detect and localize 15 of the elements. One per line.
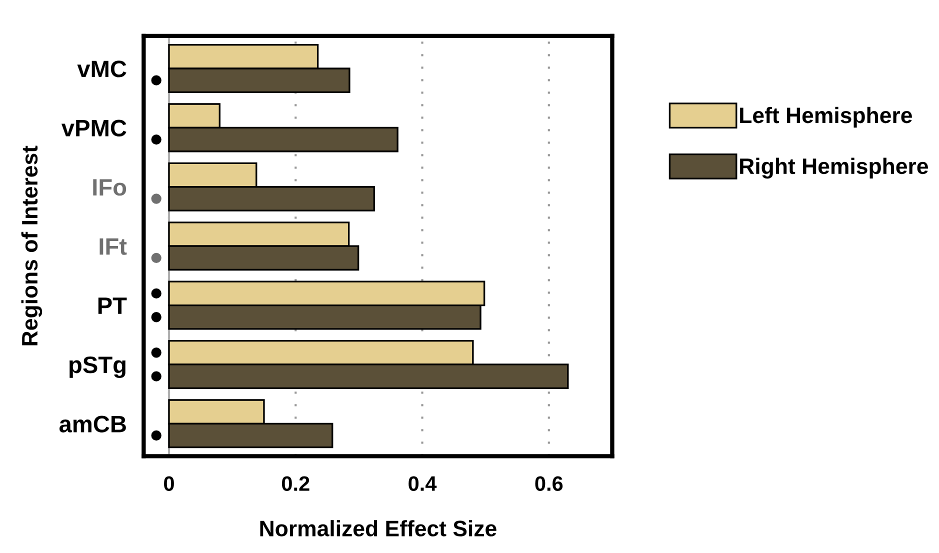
y-tick-label: vPMC bbox=[61, 120, 126, 136]
y-tick-label: IFt bbox=[100, 238, 127, 255]
legend-label: Right Hemisphere bbox=[740, 158, 928, 179]
x-axis-title: Normalized Effect Size bbox=[260, 520, 496, 536]
y-axis-title: Regions of Interest bbox=[21, 146, 42, 346]
x-tick-label: 0.2 bbox=[282, 476, 310, 491]
legend-label: Left Hemisphere bbox=[740, 106, 912, 128]
x-tick-label: 0 bbox=[164, 476, 174, 491]
y-tick-label: vMC bbox=[77, 60, 126, 78]
y-tick-label: pSTg bbox=[70, 356, 126, 378]
y-tick-label: PT bbox=[98, 298, 127, 314]
y-tick-label: IFo bbox=[93, 179, 126, 196]
x-tick-label: 0.6 bbox=[535, 476, 563, 491]
y-tick-label: amCB bbox=[59, 416, 126, 432]
x-tick-label: 0.4 bbox=[408, 476, 437, 491]
